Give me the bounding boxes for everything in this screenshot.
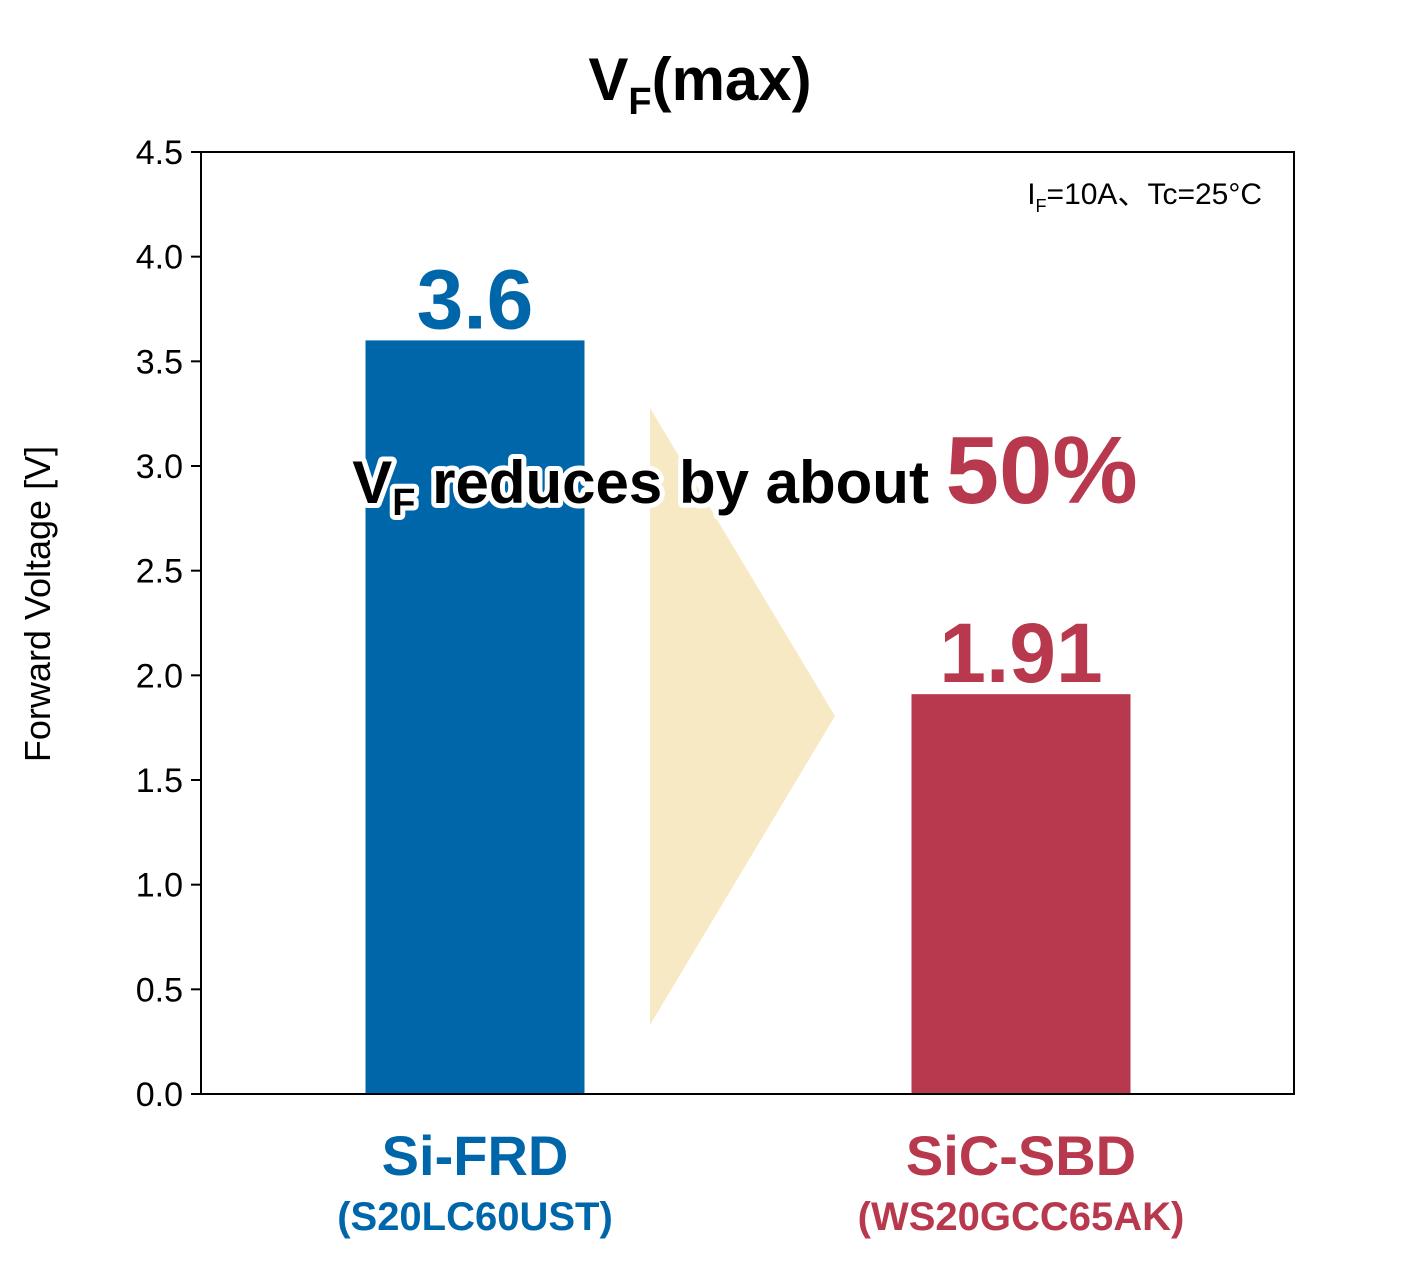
y-tick-label: 2.0 <box>136 657 183 695</box>
plot-frame <box>200 151 1295 1095</box>
y-tick-label: 3.5 <box>136 343 183 381</box>
condition-sub: F <box>1036 196 1047 216</box>
y-tick-label: 0.5 <box>136 971 183 1009</box>
category-label-si-frd: Si-FRD <box>382 1124 569 1187</box>
y-axis-label: Forward Voltage [V] <box>17 446 58 762</box>
bars <box>365 340 1131 1094</box>
part-number-sic-sbd: (WS20GCC65AK) <box>858 1195 1185 1239</box>
y-tick-label: 0.0 <box>136 1076 183 1114</box>
y-tick-label: 4.0 <box>136 239 183 277</box>
bar-value-label-si-frd: 3.6 <box>417 252 534 346</box>
annotation-v: V <box>352 449 392 516</box>
y-tick-label: 2.5 <box>136 553 183 591</box>
y-tick-label: 1.0 <box>136 867 183 905</box>
condition-i: I <box>1027 178 1035 211</box>
chart-title-rest: (max) <box>652 46 812 113</box>
annotation-sub: F <box>392 482 415 524</box>
bar-value-label-sic-sbd: 1.91 <box>939 606 1103 700</box>
y-tick-label: 3.0 <box>136 448 183 486</box>
chart-title-main: V <box>588 46 628 113</box>
bar-sic-sbd <box>911 694 1131 1094</box>
part-number-si-frd: (S20LC60UST) <box>337 1195 613 1239</box>
y-axis-ticks: 0.0 0.5 1.0 1.5 2.0 2.5 3.0 3.5 4.0 4.5 <box>136 134 201 1114</box>
y-tick-label: 4.5 <box>136 134 183 172</box>
bar-si-frd <box>365 340 585 1094</box>
annotation-text: reduces by about <box>415 449 945 516</box>
chart-title-sub: F <box>628 81 651 123</box>
reduction-arrow <box>650 408 835 1025</box>
test-condition: IF=10A、Tc=25°C <box>1027 178 1262 216</box>
condition-rest: =10A、Tc=25°C <box>1047 178 1262 211</box>
category-label-sic-sbd: SiC-SBD <box>906 1124 1136 1187</box>
reduction-annotation: VF reduces by about 50% <box>352 417 1138 524</box>
chart-title: VF(max) <box>588 46 811 123</box>
annotation-percent: 50% <box>946 417 1138 524</box>
y-tick-label: 1.5 <box>136 762 183 800</box>
